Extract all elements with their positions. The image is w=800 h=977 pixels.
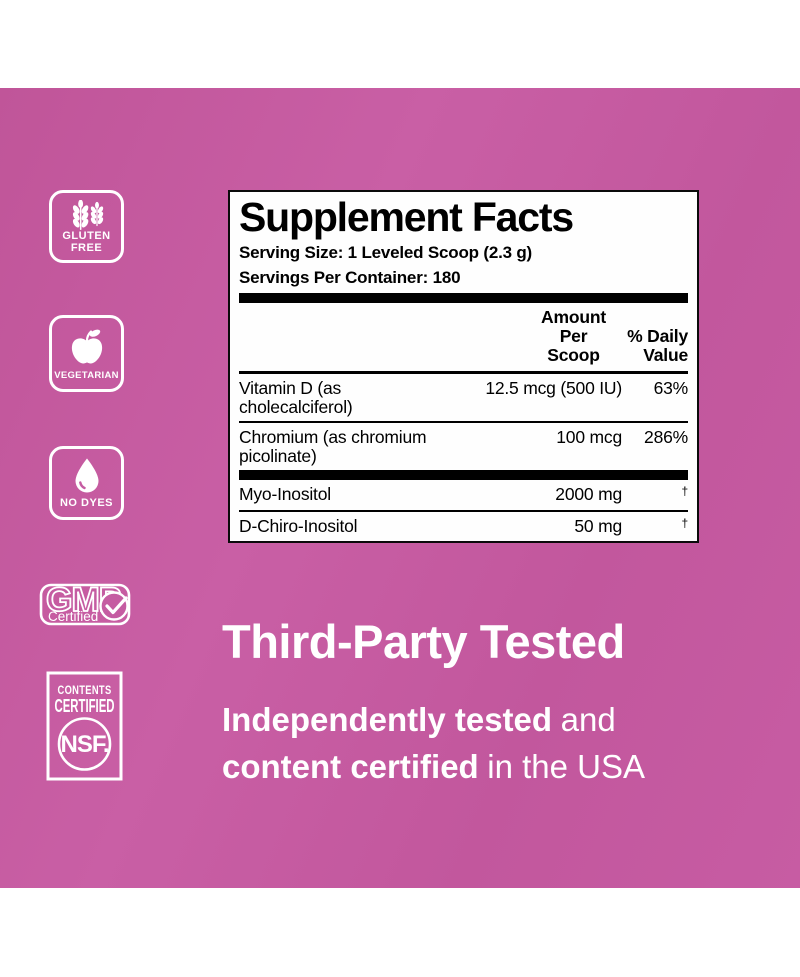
sub-headline: Independently tested and content certifie… [222, 696, 645, 790]
serving-size: Serving Size: 1 Leveled Scoop (2.3 g) [239, 243, 533, 262]
headline: Third-Party Tested [222, 615, 625, 668]
no-dyes-label: NO DYES [59, 497, 113, 509]
gmp-certified-badge: GMP Certified [38, 571, 140, 629]
divider-bar [239, 293, 688, 303]
sub-bold-text: content certified [222, 748, 479, 785]
divider-bar [239, 470, 688, 480]
gluten-free-badge: GLUTEN FREE [49, 190, 124, 263]
droplet-icon [75, 458, 98, 493]
supplement-facts-panel: Supplement Facts Serving Size: 1 Leveled… [228, 190, 699, 543]
sub-bold-text: Independently tested [222, 701, 553, 738]
nsf-certified-badge: CONTENTS CERTIFIED NSF. [46, 671, 123, 781]
table-row: D-Chiro-Inositol 50 mg † [239, 510, 689, 541]
table-row: Vitamin D (as cholecalciferol) 12.5 mcg … [239, 378, 688, 417]
table-section-no-dv: Myo-Inositol 2000 mg † D-Chiro-Inositol … [239, 480, 689, 543]
table-section-dv: Vitamin D (as cholecalciferol) 12.5 mcg … [239, 374, 688, 470]
sub-regular-text: and [560, 701, 616, 738]
table-row: Myo-Inositol 2000 mg † [239, 484, 689, 504]
supplement-facts-title: Supplement Facts [239, 194, 574, 240]
servings-per-container: Servings Per Container: 180 [239, 268, 461, 287]
vegetarian-badge: VEGETARIAN [49, 315, 124, 392]
nsf-contents-label: CONTENTS [58, 685, 112, 697]
apple-icon [71, 329, 102, 364]
wheat-icon [72, 200, 103, 230]
sub-regular-text: in the USA [487, 748, 646, 785]
nsf-certified-label: CERTIFIED [55, 696, 115, 716]
column-header-daily-value: % Daily Value [627, 326, 688, 365]
table-row: Chromium (as chromium picolinate) 100 mc… [239, 421, 688, 470]
column-header-amount: Amount Per Scoop [541, 307, 606, 365]
dagger-mark: † [681, 484, 689, 498]
gluten-free-label: GLUTEN FREE [62, 230, 111, 254]
dagger-mark: † [681, 516, 689, 530]
vegetarian-label: VEGETARIAN [54, 370, 119, 381]
table-row: Alpha-Lactalbumin 50 mg † [239, 542, 688, 543]
checkmark-icon [99, 591, 129, 621]
no-dyes-badge: NO DYES [49, 446, 124, 520]
gmp-subtitle: Certified [48, 609, 98, 624]
nsf-circle [57, 717, 112, 771]
nsf-logo: NSF. [60, 731, 108, 758]
table-header: Amount Per Scoop % Daily Value [239, 303, 688, 374]
